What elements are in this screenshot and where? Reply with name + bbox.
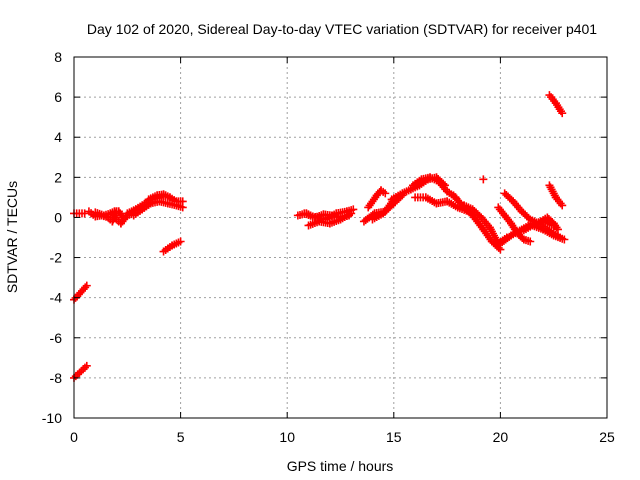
y-tick-labels: -10 -8 -6 -4 -2 0 2 4 6 8 xyxy=(42,49,62,426)
data-segment xyxy=(144,190,187,206)
data-segment xyxy=(70,361,91,382)
y-tick-label: 0 xyxy=(54,209,62,225)
x-tick-label: 15 xyxy=(386,429,402,445)
data-segment xyxy=(528,213,562,234)
grid-lines xyxy=(74,57,607,418)
y-tick-label: -4 xyxy=(50,290,63,306)
y-tick-label: -10 xyxy=(42,410,62,426)
data-point xyxy=(176,237,185,246)
x-tick-labels: 0 5 10 15 20 25 xyxy=(70,429,615,445)
data-segment xyxy=(70,281,91,304)
data-segment xyxy=(159,237,185,256)
data-point xyxy=(558,201,567,210)
data-point xyxy=(560,235,569,244)
data-segment xyxy=(129,197,187,220)
x-axis-label: GPS time / hours xyxy=(287,458,394,474)
y-tick-label: -2 xyxy=(50,250,63,266)
data-point xyxy=(349,205,358,214)
data-point xyxy=(82,361,91,370)
x-tick-label: 25 xyxy=(599,429,615,445)
data-point xyxy=(81,283,90,292)
data-point xyxy=(80,363,89,372)
data-segment xyxy=(300,205,358,224)
data-point xyxy=(82,281,91,290)
x-tick-label: 20 xyxy=(493,429,509,445)
x-tick-label: 10 xyxy=(279,429,295,445)
y-tick-label: -8 xyxy=(50,370,63,386)
data-segment xyxy=(479,175,488,184)
data-point xyxy=(558,109,567,118)
data-segment xyxy=(545,91,567,118)
y-tick-label: 2 xyxy=(54,169,62,185)
data-segment xyxy=(364,186,390,212)
data-point xyxy=(526,237,535,246)
x-tick-label: 0 xyxy=(70,429,78,445)
y-tick-label: 4 xyxy=(54,129,62,145)
data-point xyxy=(178,197,187,206)
chart-title: Day 102 of 2020, Sidereal Day-to-day VTE… xyxy=(87,21,597,37)
y-axis-label: SDTVAR / TECUs xyxy=(4,181,20,293)
x-tick-label: 5 xyxy=(177,429,185,445)
data-segment xyxy=(411,193,473,216)
plot-frame xyxy=(73,56,608,419)
data-point xyxy=(553,225,562,234)
data-point xyxy=(381,189,390,198)
data-points xyxy=(70,91,569,382)
axis-ticks xyxy=(73,56,608,419)
data-point xyxy=(479,175,488,184)
data-segment xyxy=(545,181,567,210)
y-tick-label: 8 xyxy=(54,49,62,65)
y-tick-label: -6 xyxy=(50,330,63,346)
y-tick-label: 6 xyxy=(54,89,62,105)
